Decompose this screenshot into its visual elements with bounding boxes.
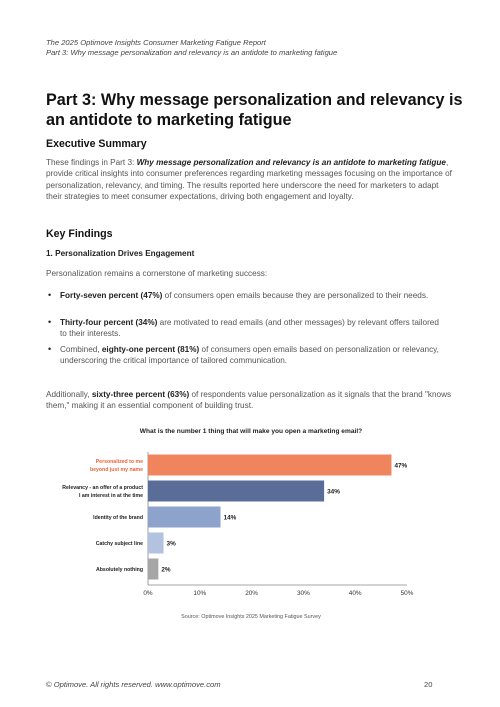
finding-subheading: 1. Personalization Drives Engagement (46, 249, 195, 258)
bar-value-label: 2% (161, 567, 171, 574)
finding-closing: Additionally, sixty-three percent (63%) … (46, 389, 456, 412)
bullet-pre: Combined, (60, 345, 102, 354)
bullet-post: of consumers open emails because they ar… (162, 291, 429, 300)
x-tick-label: 40% (349, 590, 362, 597)
x-tick-label: 20% (245, 590, 258, 597)
category-label: Absolutely nothing (96, 567, 143, 573)
summary-emphasis: Why message personalization and relevanc… (136, 158, 446, 167)
bullet-marker: • (48, 344, 52, 354)
category-label: beyond just my name (90, 467, 143, 473)
bullet-marker: • (48, 317, 52, 327)
page-number: 20 (424, 680, 433, 689)
category-label: I am interest in at the time (79, 493, 143, 499)
bar (148, 454, 392, 476)
bar-value-label: 14% (224, 515, 237, 522)
bar-value-label: 3% (167, 541, 177, 548)
x-tick-label: 50% (401, 590, 414, 597)
x-tick-label: 0% (143, 590, 153, 597)
page-title: Part 3: Why message personalization and … (46, 91, 463, 129)
x-tick-label: 30% (297, 590, 310, 597)
report-section-line: Part 3: Why message personalization and … (46, 48, 338, 57)
x-tick-label: 10% (193, 590, 206, 597)
executive-summary-text: These findings in Part 3: Why message pe… (46, 157, 456, 203)
bar (148, 532, 164, 554)
bullet-marker: • (48, 290, 52, 300)
bar (148, 558, 159, 580)
category-label: Identity of the brand (93, 515, 143, 521)
finding-bullet-1: Forty-seven percent (47%) of consumers o… (60, 290, 440, 301)
chart-source: Source: Optimove Insights 2025 Marketing… (181, 614, 321, 620)
bar (148, 506, 221, 528)
finding-bullet-2: Thirty-four percent (34%) are motivated … (60, 317, 440, 340)
closing-pre: Additionally, (46, 390, 92, 399)
finding-bullet-3: Combined, eighty-one percent (81%) of co… (60, 344, 440, 367)
category-label: Catchy subject line (96, 541, 143, 547)
closing-post: of respondents value personalization as … (46, 390, 452, 411)
bullet-post: are motivated to read emails (and other … (60, 318, 439, 339)
finding-lead: Personalization remains a cornerstone of… (46, 269, 268, 278)
bullet-post: of consumers open emails based on person… (60, 345, 439, 366)
bar (148, 480, 325, 502)
chart-title: What is the number 1 thing that will mak… (139, 428, 363, 435)
summary-intro: These findings in Part 3: (46, 158, 137, 167)
bullet-bold: eighty-one percent (81%) (101, 345, 200, 354)
key-findings-heading: Key Findings (46, 228, 113, 240)
report-header: The 2025 Optimove Insights Consumer Mark… (46, 38, 466, 58)
bullet-bold: Forty-seven percent (47%) (60, 291, 163, 300)
summary-rest: , provide critical insights into consume… (46, 158, 452, 202)
bar-value-label: 47% (394, 463, 407, 470)
category-label: Personalized to me (96, 459, 143, 465)
bar-value-label: 34% (327, 489, 340, 496)
executive-summary-heading: Executive Summary (46, 138, 147, 150)
bullet-bold: Thirty-four percent (34%) (60, 318, 158, 327)
report-title-line: The 2025 Optimove Insights Consumer Mark… (46, 38, 266, 47)
closing-bold: sixty-three percent (63%) (91, 390, 190, 399)
category-label: Relevancy - an offer of a product (62, 485, 143, 491)
footer-copyright: © Optimove. All rights reserved. www.opt… (46, 680, 221, 689)
